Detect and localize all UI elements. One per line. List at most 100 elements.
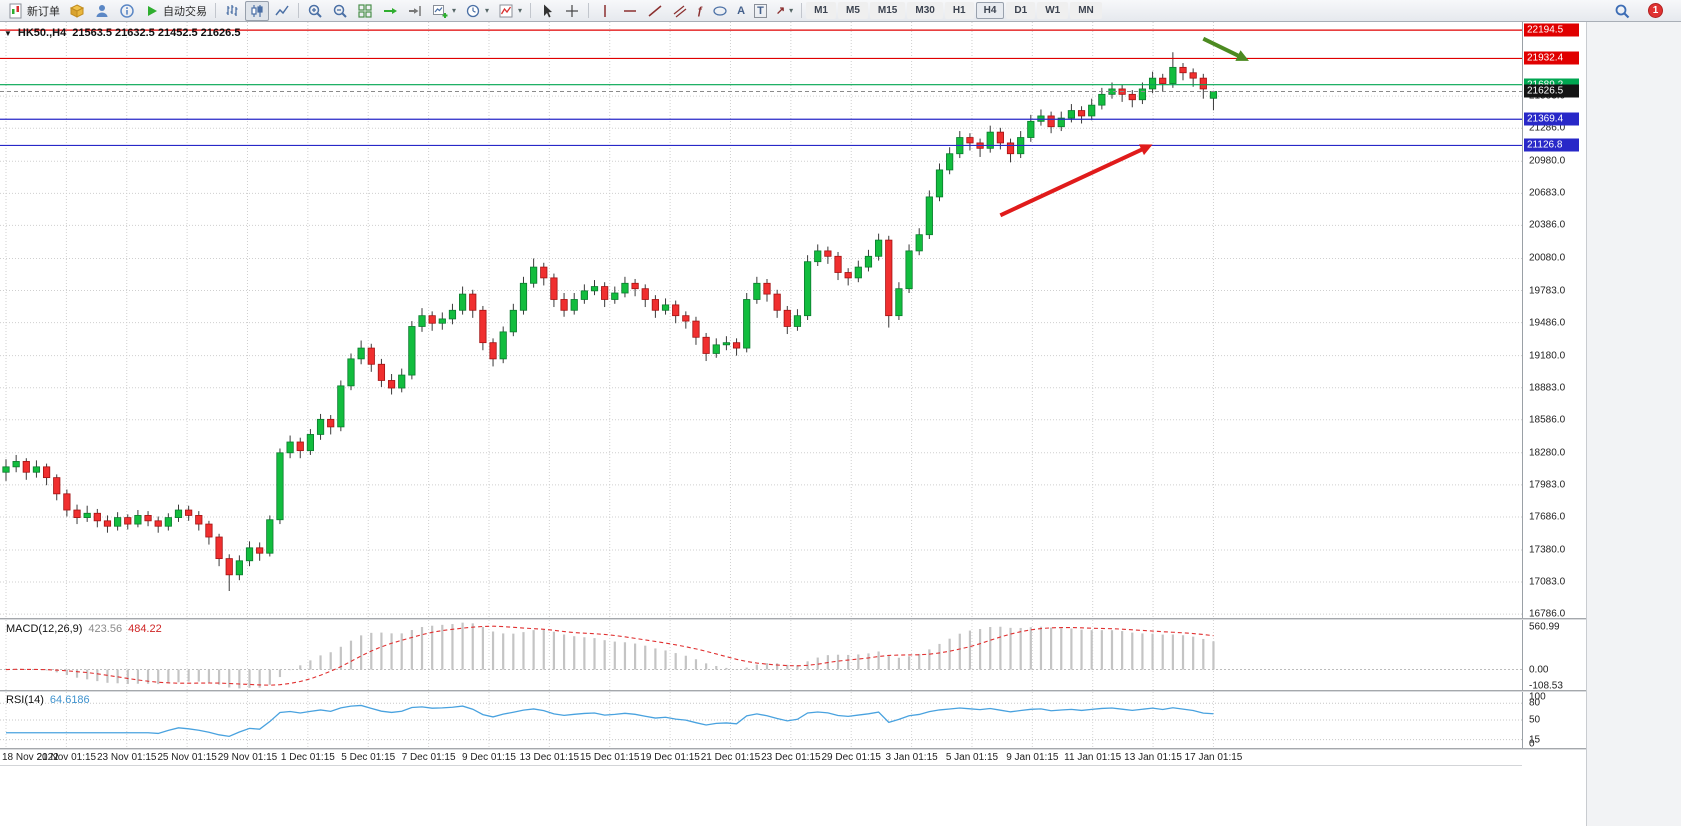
chart-ohlc-values: 21563.5 21632.5 21452.5 21626.5 [72,27,241,39]
macd-axis-label: -108.53 [1529,680,1563,692]
timeframe-toolbar: M1 M5 M15 M30 H1 H4 D1 W1 MN [806,2,1102,19]
timeframe-button-D1[interactable]: D1 [1006,2,1036,19]
new-chart-button[interactable]: ▾ [428,1,460,21]
price-axis: 21583.021286.020980.020683.020386.020080… [1523,22,1585,620]
zoom-out-button[interactable] [328,1,352,21]
channel-button[interactable] [668,1,692,21]
timeframe-button-W1[interactable]: W1 [1037,2,1069,19]
price-tag-resistance: 21932.4 [1524,51,1579,65]
price-axis-label: 21286.0 [1529,122,1566,134]
notification-badge: 1 [1648,3,1663,18]
new-order-icon [9,3,22,18]
community-button[interactable] [90,1,114,21]
rsi-axis-label: 50 [1529,714,1541,726]
fibonacci-button[interactable]: ƒ [693,1,707,21]
time-axis-label: 23 Nov 01:15 [96,752,157,763]
rsi-value: 64.6186 [49,694,90,706]
timeframe-button-H1[interactable]: H1 [944,2,974,19]
market-watch-button[interactable] [65,1,89,21]
time-axis-label: 5 Dec 01:15 [341,752,396,763]
periods-button[interactable]: ▾ [461,1,493,21]
chart-shift-icon [409,5,421,16]
price-axis-label: 20683.0 [1529,187,1566,199]
cursor-button[interactable] [535,1,559,21]
notifications-button[interactable]: 1 [1644,1,1667,21]
text-button[interactable]: A [733,1,749,21]
price-tag-support: 21126.8 [1524,138,1579,152]
vertical-line-icon [604,4,606,17]
vertical-line-button[interactable] [593,1,617,21]
time-axis-label: 23 Dec 01:15 [761,752,821,763]
shapes-button[interactable] [708,1,732,21]
panel-splitter[interactable] [0,618,1586,620]
bar-chart-icon [226,4,238,16]
chart-shift-button[interactable] [403,1,427,21]
fibonacci-icon: ƒ [697,4,704,17]
tile-windows-button[interactable] [353,1,377,21]
toolbar: 新订单 自动交易 [0,0,1681,22]
help-button[interactable] [115,1,139,21]
text-icon: A [737,4,746,17]
trendline-button[interactable] [643,1,667,21]
price-axis-label: 19180.0 [1529,350,1566,362]
rsi-axis: 100 80 50 15 0 [1523,692,1585,750]
horizontal-line-button[interactable] [618,1,642,21]
search-button[interactable] [1610,1,1634,21]
price-axis-label: 17083.0 [1529,576,1566,588]
autotrade-button[interactable]: 自动交易 [140,1,211,21]
panel-splitter[interactable] [0,690,1586,692]
crosshair-icon [566,4,579,17]
time-axis-label: 19 Dec 01:15 [640,752,700,763]
new-order-button[interactable]: 新订单 [4,1,64,21]
macd-label: MACD(12,26,9) [6,623,83,635]
zoom-in-button[interactable] [303,1,327,21]
timeframe-button-H4[interactable]: H4 [975,2,1005,19]
panel-splitter[interactable] [0,748,1586,750]
toolbar-separator [588,3,590,18]
rsi-axis-label: 0 [1529,738,1535,750]
candlestick-chart-button[interactable] [245,0,269,21]
time-axis-label: 1 Dec 01:15 [280,752,335,763]
indicators-button[interactable]: ▾ [494,1,526,21]
new-chart-icon [433,4,448,18]
timeframe-button-M1[interactable]: M1 [806,2,836,19]
macd-canvas[interactable] [0,620,1522,690]
bar-chart-button[interactable] [220,1,244,21]
time-axis[interactable]: 18 Nov 2022 21 Nov 01:15 23 Nov 01:15 25 No… [0,750,1522,766]
current-price-tag: 21626.5 [1524,84,1579,98]
main-chart-canvas[interactable] [0,22,1522,618]
indicators-icon [499,4,513,17]
rsi-label: RSI(14) [6,694,44,706]
auto-scroll-button[interactable] [378,1,402,21]
toolbar-right: 1 [1610,1,1667,21]
time-axis-label: 25 Nov 01:15 [157,752,217,763]
price-axis-border [1522,22,1523,750]
market-watch-icon [69,3,85,18]
macd-axis-label: 560.99 [1529,621,1560,633]
zoom-out-icon [333,4,347,18]
search-icon [1615,4,1630,18]
time-axis-label: 11 Jan 01:15 [1064,752,1122,763]
price-axis-label: 18883.0 [1529,382,1566,394]
grid [5,620,1214,690]
chevron-down-icon: ▾ [452,5,457,15]
price-axis-label: 17686.0 [1529,511,1566,523]
clock-icon [466,4,480,17]
text-label-button[interactable]: T [750,1,771,21]
timeframe-button-M15[interactable]: M15 [869,2,906,19]
line-chart-button[interactable] [270,1,294,21]
price-axis-label: 17983.0 [1529,479,1566,491]
price-axis-label: 19783.0 [1529,285,1566,297]
chevron-down-icon: ▾ [789,5,794,15]
chart-menu-icon[interactable]: ▼ [4,28,12,38]
rsi-canvas[interactable] [0,692,1522,748]
arrows-tool-button[interactable]: ↗ ▾ [772,1,797,21]
crosshair-button[interactable] [560,1,584,21]
toolbar-separator [801,3,803,18]
timeframe-button-M30[interactable]: M30 [907,2,943,19]
info-icon [120,3,134,18]
timeframe-button-MN[interactable]: MN [1070,2,1102,19]
timeframe-button-M5[interactable]: M5 [838,2,868,19]
toolbar-separator [215,3,216,18]
time-axis-label: 9 Jan 01:15 [1006,752,1059,763]
